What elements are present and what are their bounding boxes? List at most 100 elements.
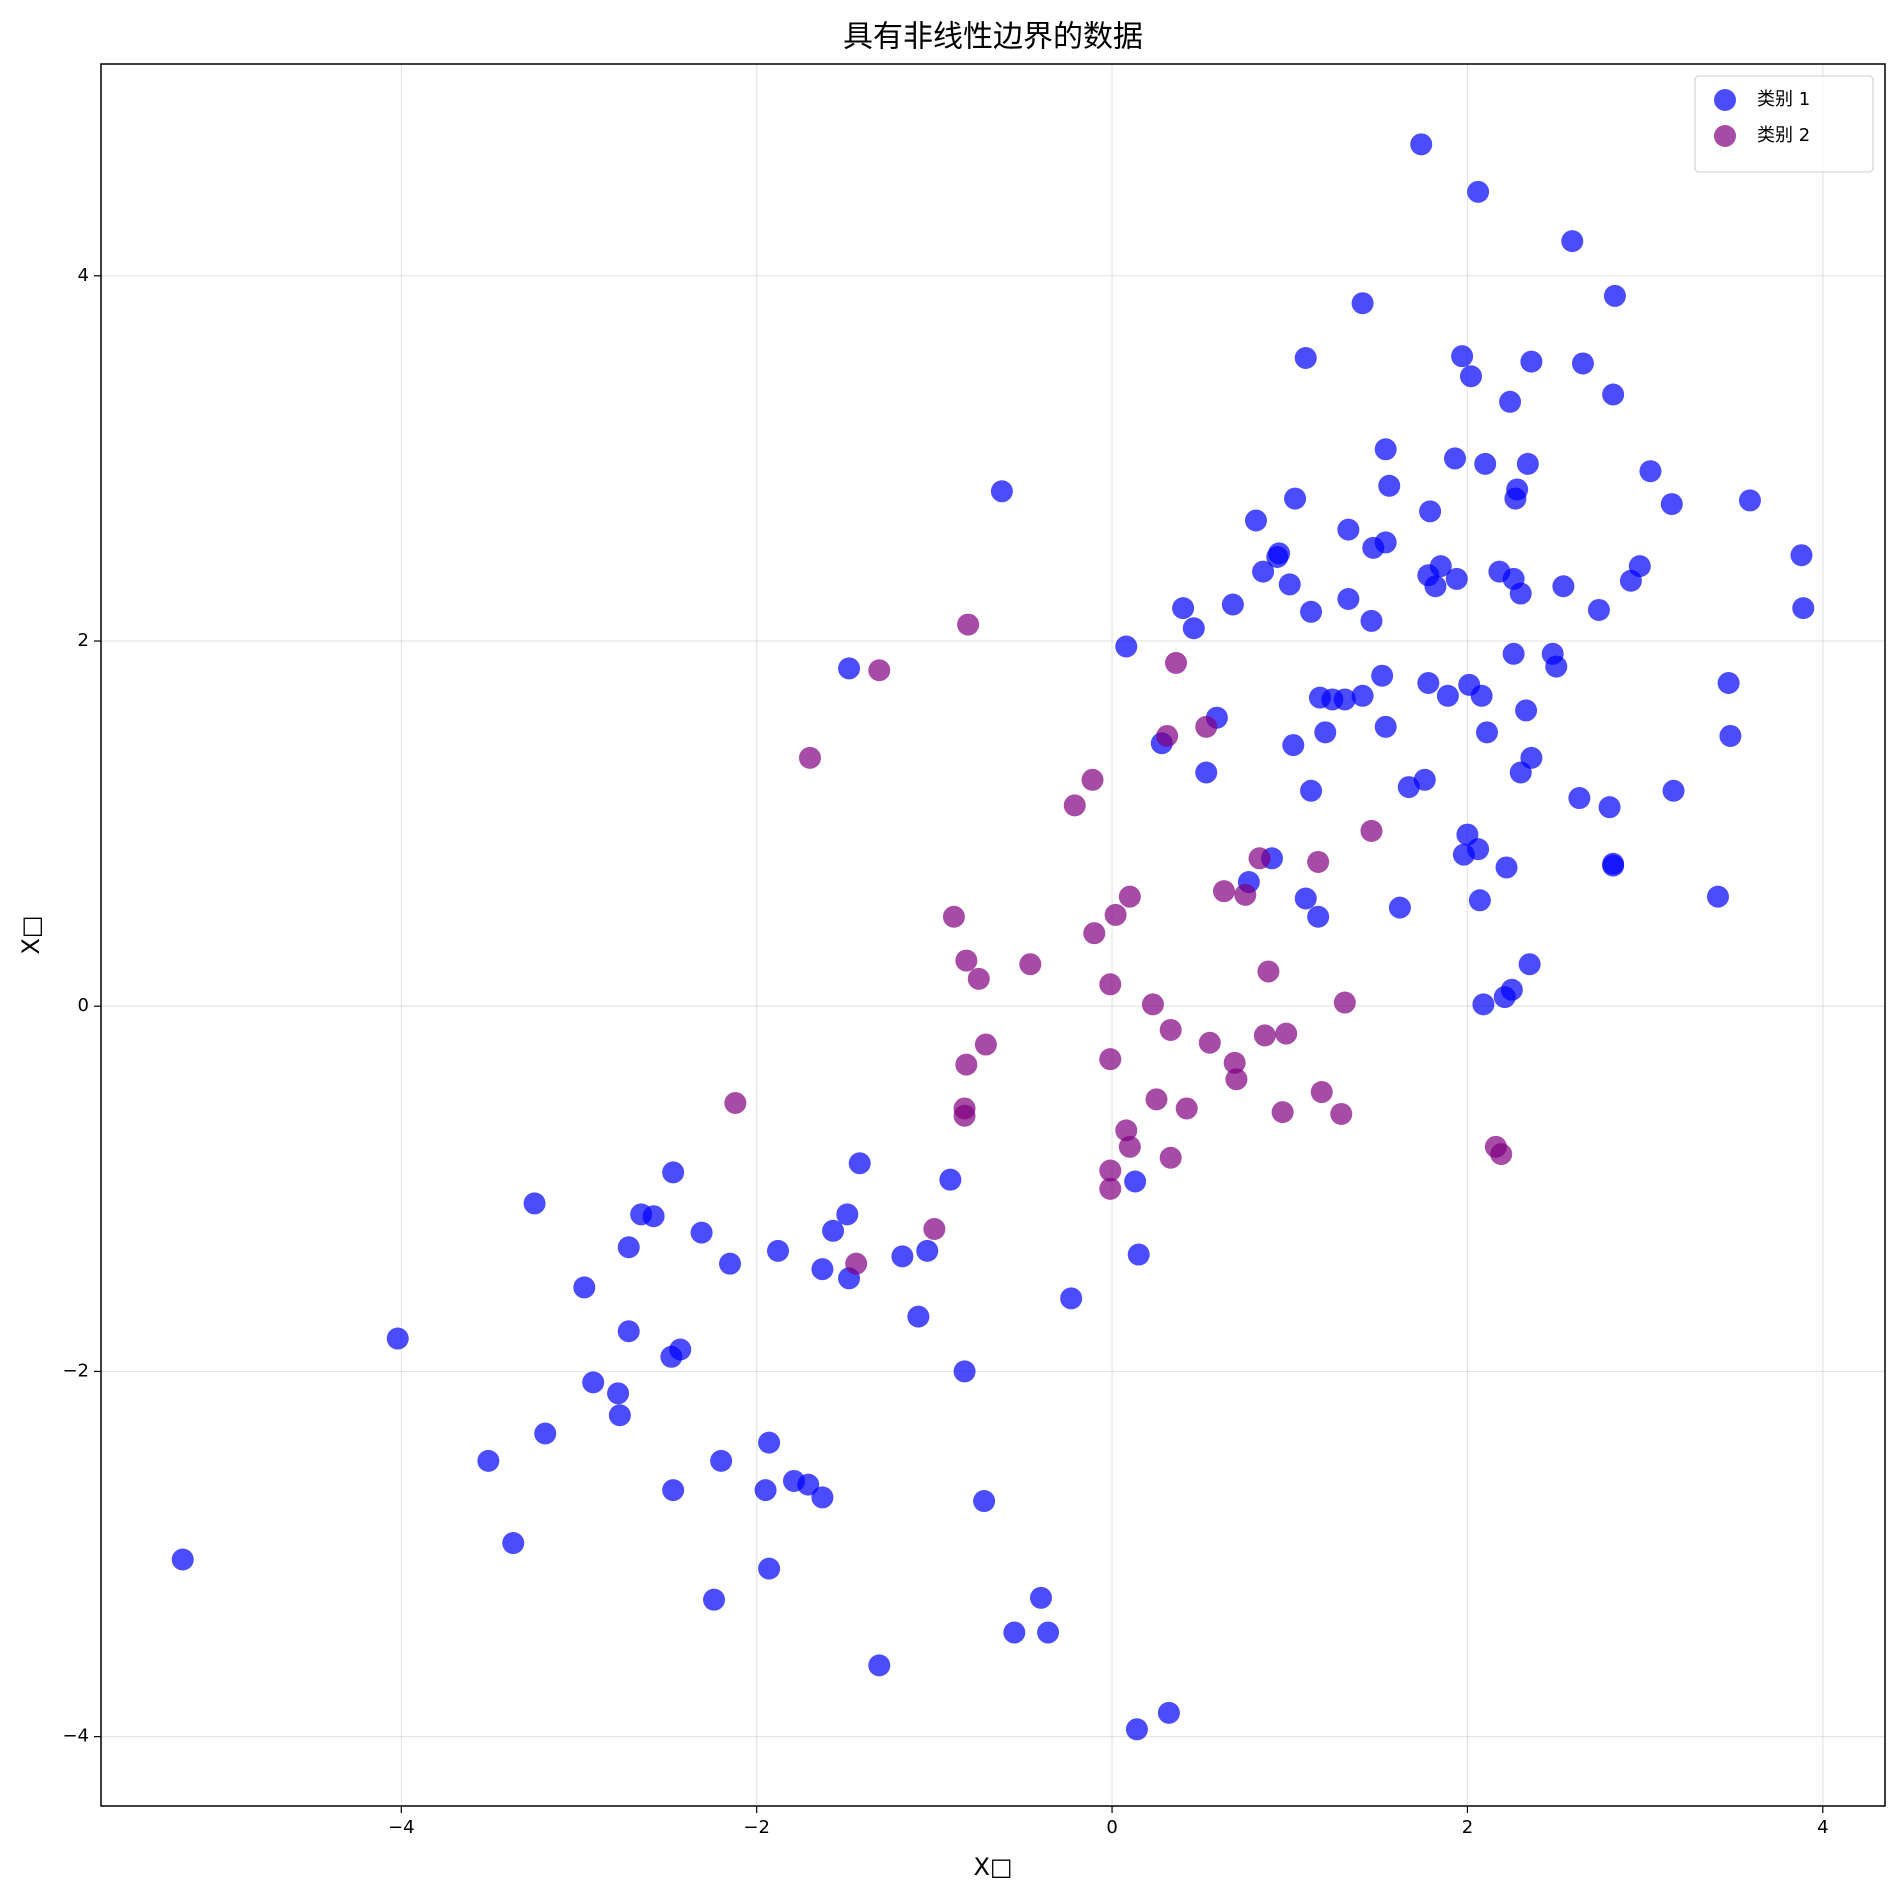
point [1284, 487, 1307, 510]
chart-title: 具有非线性边界的数据 [843, 20, 1143, 55]
legend-marker [1714, 125, 1736, 147]
point [1248, 847, 1271, 870]
point [953, 1104, 976, 1127]
point [1099, 1048, 1122, 1071]
point [974, 1033, 997, 1056]
point [845, 1252, 868, 1275]
point [724, 1091, 747, 1114]
point [1300, 779, 1323, 802]
point [811, 1258, 834, 1281]
point [1252, 560, 1275, 583]
point [582, 1371, 605, 1394]
point [1424, 575, 1447, 598]
point [868, 1654, 891, 1677]
point [942, 905, 965, 928]
point [642, 1205, 665, 1228]
point [477, 1449, 500, 1472]
point [1371, 664, 1394, 687]
point [848, 1152, 871, 1175]
point [1182, 617, 1205, 640]
point [1360, 609, 1383, 632]
point [1145, 1088, 1168, 1111]
point [1337, 588, 1360, 611]
point [1244, 509, 1267, 532]
point [957, 613, 980, 636]
point [1104, 903, 1127, 926]
y-tick-label: 2 [78, 630, 89, 651]
point [1561, 230, 1584, 253]
plot-frame [100, 63, 1886, 1807]
y-tick-label: 0 [78, 995, 89, 1016]
point [1738, 489, 1761, 512]
point [703, 1588, 726, 1611]
point [662, 1161, 685, 1184]
point [822, 1219, 845, 1242]
point [758, 1431, 781, 1454]
point [660, 1345, 683, 1368]
point [1234, 883, 1257, 906]
point [838, 657, 861, 680]
point [1417, 672, 1440, 695]
point [1388, 896, 1411, 919]
point [1470, 684, 1493, 707]
legend-marker [1714, 89, 1736, 111]
point [1495, 856, 1518, 879]
point [710, 1449, 733, 1472]
point [502, 1532, 525, 1555]
point [1504, 487, 1527, 510]
point [955, 1053, 978, 1076]
point [1374, 438, 1397, 461]
point [608, 1404, 631, 1427]
point [1662, 779, 1685, 802]
point [1223, 1051, 1246, 1074]
point [1490, 1143, 1513, 1166]
point [811, 1486, 834, 1509]
point [1195, 761, 1218, 784]
point [1156, 724, 1179, 747]
point [1294, 887, 1317, 910]
x-tick-label: −4 [388, 1817, 415, 1838]
point [1099, 973, 1122, 996]
point [1333, 991, 1356, 1014]
point [1452, 843, 1475, 866]
y-tick-label: 4 [78, 265, 89, 286]
point [766, 1239, 789, 1262]
point [923, 1217, 946, 1240]
point [1266, 546, 1289, 569]
point [1081, 768, 1104, 791]
point [891, 1245, 914, 1268]
point [1378, 474, 1401, 497]
point [1037, 1621, 1060, 1644]
point [607, 1382, 630, 1405]
point [573, 1276, 596, 1299]
point [916, 1239, 939, 1262]
point [939, 1168, 962, 1191]
point [1397, 776, 1420, 799]
point [1509, 582, 1532, 605]
point [1172, 597, 1195, 620]
point [1019, 953, 1042, 976]
point [1314, 721, 1337, 744]
point [1351, 684, 1374, 707]
point [1294, 346, 1317, 369]
point [1337, 518, 1360, 541]
point [1118, 885, 1141, 908]
point [1300, 600, 1323, 623]
point [1410, 133, 1433, 156]
point [1225, 1068, 1248, 1091]
point [1719, 724, 1742, 747]
y-tick-label: −2 [62, 1360, 89, 1381]
point [662, 1479, 685, 1502]
point [1545, 655, 1568, 678]
point [1443, 447, 1466, 470]
point [1159, 1146, 1182, 1169]
point [1307, 850, 1330, 873]
point [1099, 1159, 1122, 1182]
point [523, 1192, 546, 1215]
point [1175, 1097, 1198, 1120]
point [1603, 284, 1626, 307]
point [1307, 905, 1330, 928]
point [973, 1490, 996, 1513]
point [1127, 1243, 1150, 1266]
